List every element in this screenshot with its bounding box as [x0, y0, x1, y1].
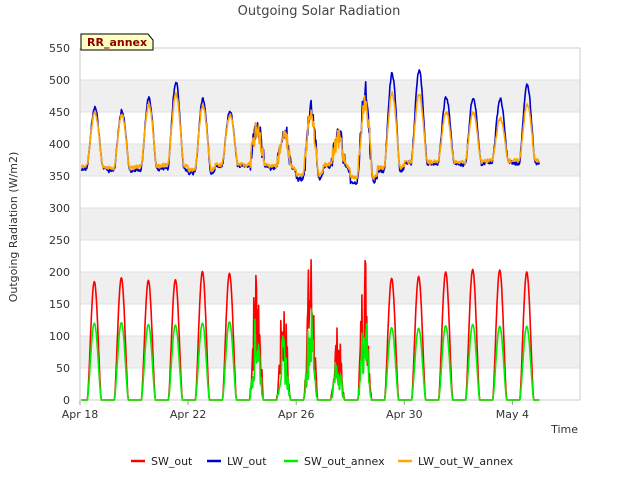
- grid-band: [80, 208, 580, 240]
- x-tick-label: Apr 22: [170, 408, 207, 421]
- y-tick-label: 150: [49, 298, 70, 311]
- y-tick-label: 500: [49, 74, 70, 87]
- x-axis-title: Time: [550, 423, 578, 436]
- y-axis-ticks: 0 50 100 150 200 250 300 350 400 450 500 550: [49, 42, 70, 407]
- y-tick-label: 100: [49, 330, 70, 343]
- chart-title: Outgoing Solar Radiation: [238, 4, 401, 19]
- y-tick-label: 50: [56, 362, 70, 375]
- legend: SW_out LW_out SW_out_annex LW_out_W_annex: [131, 455, 514, 468]
- series-line-lw-out: [80, 69, 540, 185]
- y-tick-label: 450: [49, 106, 70, 119]
- series-line-lw-out-w-annex: [80, 90, 540, 180]
- y-axis-title: Outgoing Radiation (W/m2): [7, 152, 20, 303]
- x-tick-label: Apr 30: [386, 408, 423, 421]
- station-tag-label: RR_annex: [87, 36, 147, 49]
- y-tick-label: 200: [49, 266, 70, 279]
- plot-grid-bands: [80, 79, 580, 401]
- x-tick-label: Apr 18: [62, 408, 99, 421]
- series-lines: [80, 69, 540, 401]
- grid-band: [80, 80, 580, 112]
- legend-label: LW_out: [227, 455, 267, 468]
- series-line-sw-out-annex: [81, 308, 540, 401]
- station-tag: RR_annex: [80, 33, 154, 51]
- legend-label: SW_out: [151, 455, 193, 468]
- y-tick-label: 300: [49, 202, 70, 215]
- y-tick-label: 400: [49, 138, 70, 151]
- x-axis-ticks: Apr 18 Apr 22 Apr 26 Apr 30 May 4: [62, 400, 529, 421]
- y-tick-label: 0: [63, 394, 70, 407]
- grid-band: [80, 272, 580, 304]
- y-tick-label: 350: [49, 170, 70, 183]
- y-tick-label: 250: [49, 234, 70, 247]
- x-tick-label: May 4: [496, 408, 529, 421]
- x-tick-label: Apr 26: [278, 408, 315, 421]
- legend-label: LW_out_W_annex: [418, 455, 514, 468]
- y-tick-label: 550: [49, 42, 70, 55]
- grid-band: [80, 144, 580, 176]
- legend-label: SW_out_annex: [304, 455, 385, 468]
